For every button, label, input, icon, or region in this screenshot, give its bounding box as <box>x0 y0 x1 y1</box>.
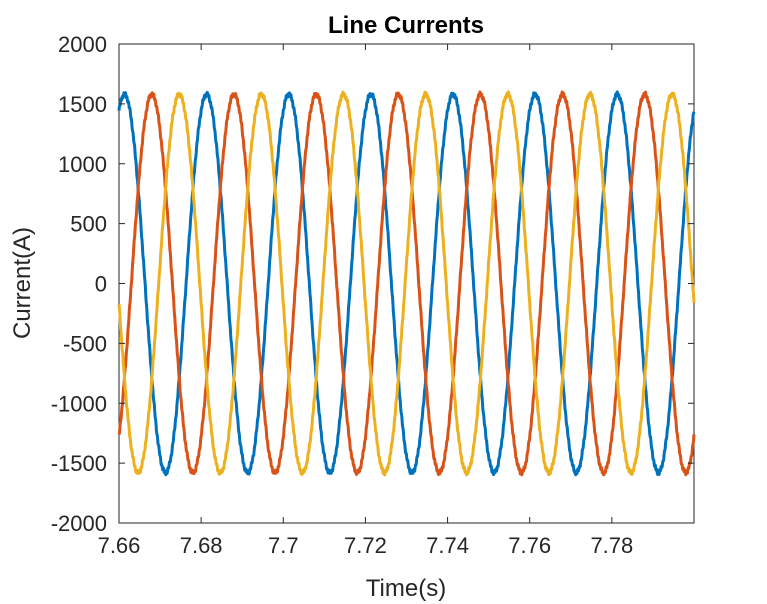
y-tick-label: -500 <box>63 331 107 356</box>
series-line-3 <box>117 90 696 477</box>
y-tick-label: 500 <box>70 212 107 237</box>
y-tick-label: -1000 <box>51 391 107 416</box>
y-axis-ticks: 2000 1500 1000 500 0 -500 -1000 -1500 -2000 <box>51 32 694 536</box>
y-tick-label: 0 <box>95 272 107 297</box>
series-layer <box>117 90 696 477</box>
x-axis-label: Time(s) <box>366 575 446 602</box>
x-tick-label: 7.7 <box>268 533 299 558</box>
y-tick-label: 2000 <box>58 32 107 57</box>
y-tick-label: 1500 <box>58 92 107 117</box>
x-tick-label: 7.74 <box>426 533 469 558</box>
y-tick-label: -2000 <box>51 511 107 536</box>
x-tick-label: 7.76 <box>508 533 551 558</box>
x-tick-label: 7.72 <box>344 533 387 558</box>
x-tick-label: 7.68 <box>180 533 223 558</box>
chart-title: Line Currents <box>328 12 484 39</box>
x-tick-label: 7.78 <box>590 533 633 558</box>
y-axis-label: Current(A) <box>9 227 36 339</box>
x-axis-ticks: 7.66 7.68 7.7 7.72 7.74 7.76 7.78 <box>98 44 633 558</box>
series-line-2 <box>117 90 696 477</box>
x-tick-label: 7.66 <box>98 533 141 558</box>
y-tick-label: -1500 <box>51 451 107 476</box>
series-line-1 <box>117 90 696 477</box>
y-tick-label: 1000 <box>58 152 107 177</box>
